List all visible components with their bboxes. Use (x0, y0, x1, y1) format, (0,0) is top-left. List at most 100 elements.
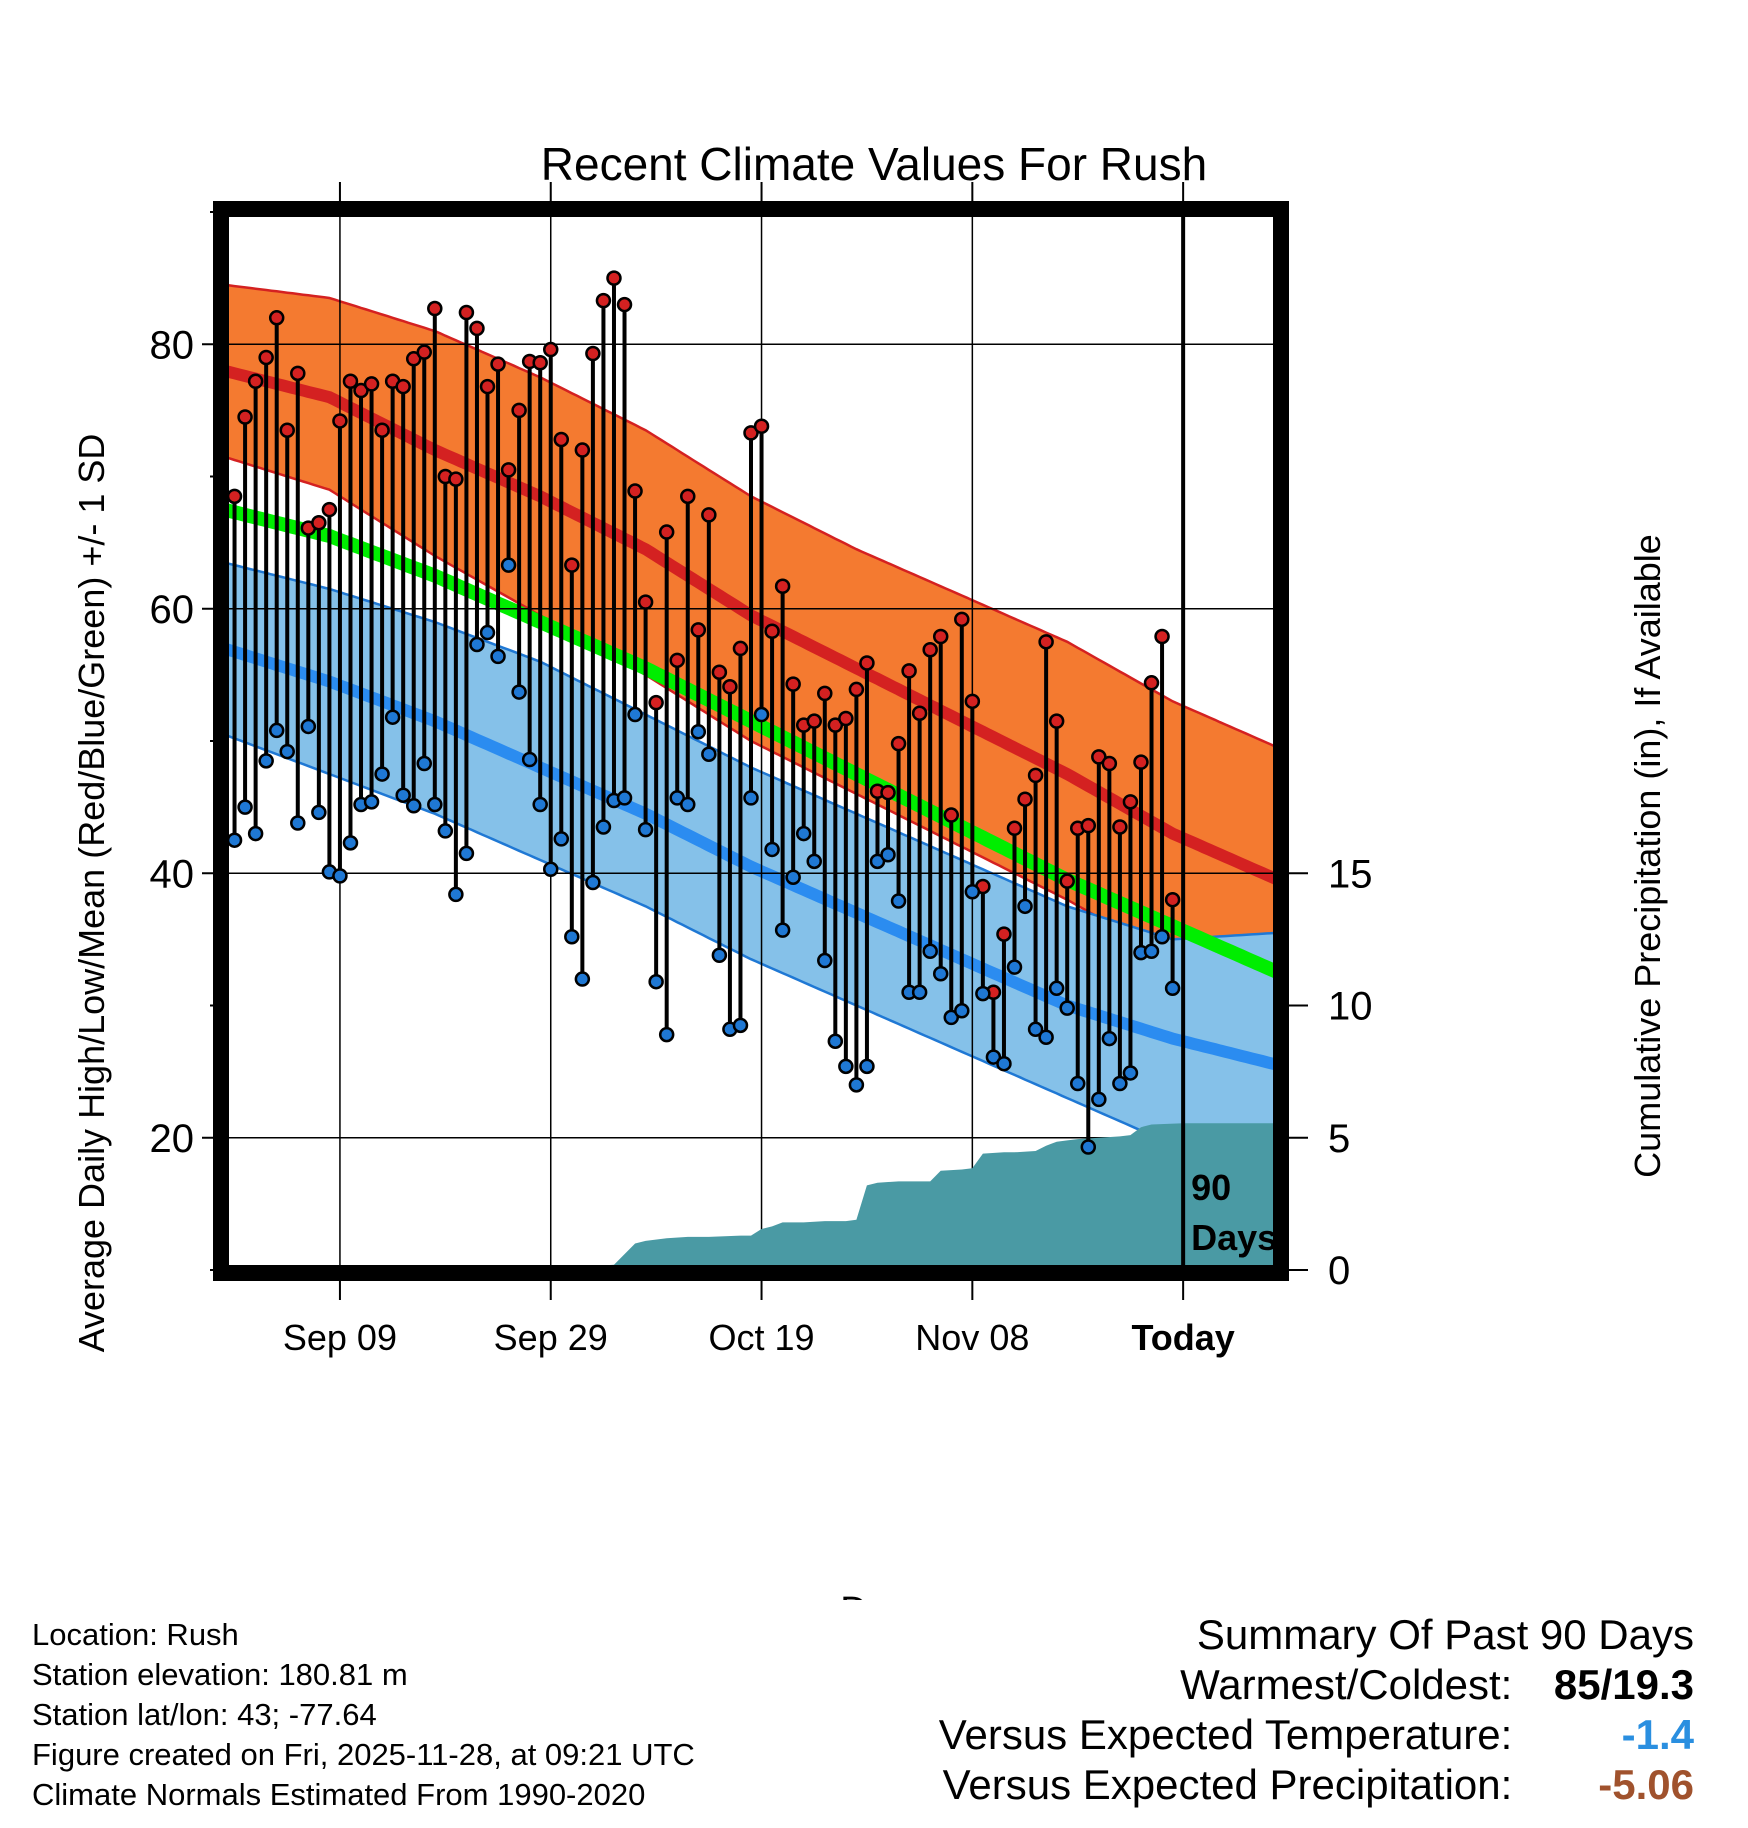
daily-high-point (332, 413, 348, 429)
daily-high-point (553, 431, 570, 448)
daily-high-point (374, 422, 390, 438)
daily-high-point (258, 349, 274, 366)
daily-low-point (395, 787, 411, 803)
daily-high-point (880, 784, 896, 801)
daily-low-point (448, 886, 464, 903)
plot-area: 90 Days 20 40 60 80 0 5 10 15 Sep 09 Sep 29 Oct 19 No… (150, 182, 1373, 1358)
daily-high-point (648, 694, 664, 711)
daily-high-point (427, 300, 443, 317)
daily-low-point (753, 706, 770, 723)
daily-high-point (764, 623, 780, 639)
plot-content: 90 Days (224, 212, 1278, 1270)
precip-value: -5.06 (1598, 1761, 1694, 1808)
daily-high-point (932, 628, 949, 645)
daily-high-point (690, 622, 707, 638)
daily-high-point (680, 488, 696, 505)
daily-low-point (1154, 928, 1170, 945)
daily-low-point (1112, 1075, 1128, 1092)
daily-high-point (806, 713, 822, 729)
daily-high-point (774, 578, 791, 595)
daily-high-point (637, 594, 654, 610)
daily-low-point (732, 1017, 749, 1034)
temp-value: -1.4 (1621, 1711, 1694, 1758)
daily-high-point (669, 652, 685, 669)
daily-high-point (1038, 634, 1054, 650)
daily-low-point (405, 798, 422, 814)
daily-high-point (564, 557, 580, 573)
daily-low-point (1164, 980, 1181, 997)
daily-high-point (469, 320, 485, 337)
daily-high-point (616, 296, 633, 313)
daily-high-point (585, 345, 601, 362)
daily-low-point (743, 790, 759, 806)
daily-low-point (616, 790, 633, 806)
daily-high-point (268, 310, 285, 326)
daily-low-point (848, 1077, 865, 1093)
daily-low-point (774, 922, 791, 938)
precip-row: Versus Expected Precipitation: -5.06 (939, 1760, 1694, 1810)
daily-low-point (859, 1058, 875, 1075)
daily-low-point (564, 928, 580, 945)
daily-high-point (1112, 819, 1128, 835)
daily-low-point (469, 636, 485, 653)
daily-low-point (363, 794, 380, 810)
daily-high-point (922, 641, 938, 658)
daily-high-point (901, 663, 917, 679)
daily-high-point (532, 355, 548, 371)
precipitation-area (224, 1123, 1278, 1270)
daily-low-point (658, 1026, 675, 1043)
x-tick-label: Nov 08 (915, 1317, 1029, 1358)
daily-low-point (711, 947, 728, 963)
daily-high-point (753, 418, 770, 434)
daily-high-point (448, 471, 464, 487)
daily-high-point (511, 402, 527, 419)
y2-axis-label: Cumulative Precipitation (in), If Availa… (1627, 534, 1668, 1178)
daily-low-point (258, 753, 274, 769)
daily-high-point (395, 378, 411, 395)
daily-low-point (827, 1033, 844, 1049)
chart-title: Recent Climate Values For Rush (541, 138, 1207, 190)
x-tick-label: Today (1131, 1317, 1234, 1358)
precip-label: Versus Expected Precipitation: (942, 1761, 1513, 1808)
daily-high-point (595, 292, 612, 309)
daily-low-point (975, 985, 991, 1002)
warmest-row: Warmest/Coldest: 85/19.3 (939, 1660, 1694, 1710)
daily-low-point (1006, 959, 1023, 975)
normals-text: Climate Normals Estimated From 1990-2020 (32, 1777, 646, 1812)
daily-high-point (226, 488, 243, 505)
daily-low-point (1069, 1075, 1086, 1092)
summary-panel: Summary Of Past 90 Days Warmest/Coldest:… (939, 1610, 1694, 1810)
temp-label: Versus Expected Temperature: (938, 1711, 1513, 1758)
daily-low-point (890, 893, 907, 909)
summary-title: Summary Of Past 90 Days (1196, 1611, 1694, 1658)
daily-high-point (1133, 754, 1149, 770)
daily-high-point (838, 710, 854, 727)
daily-low-point (374, 766, 390, 782)
daily-low-point (954, 1003, 970, 1019)
low-normal-line (224, 642, 1278, 1071)
daily-high-point (1059, 873, 1075, 889)
daily-low-point (1038, 1029, 1054, 1045)
daily-high-point (1154, 628, 1170, 645)
daily-high-point (321, 501, 338, 518)
temp-row: Versus Expected Temperature: -1.4 (939, 1710, 1694, 1760)
daily-low-point (764, 841, 780, 858)
daily-high-point (1143, 675, 1160, 691)
daily-low-point (532, 796, 548, 813)
daily-high-point (1048, 713, 1065, 729)
daily-high-point (490, 356, 506, 372)
daily-low-point (500, 557, 517, 573)
daily-low-point (911, 984, 928, 1001)
daily-low-point (1048, 980, 1065, 997)
daily-low-point (1027, 1021, 1044, 1038)
y-tick-label: 80 (150, 323, 195, 367)
daily-high-point (943, 807, 960, 823)
daily-low-point (996, 1055, 1012, 1072)
created-text: Figure created on Fri, 2025-11-28, at 09… (32, 1737, 695, 1772)
y2-tick-label: 15 (1328, 852, 1373, 896)
elevation-text: Station elevation: 180.81 m (32, 1657, 408, 1692)
daily-low-point (1017, 898, 1033, 915)
daily-high-point (1164, 891, 1181, 908)
latlon-text: Station lat/lon: 43; -77.64 (32, 1697, 377, 1732)
daily-high-point (732, 640, 749, 657)
